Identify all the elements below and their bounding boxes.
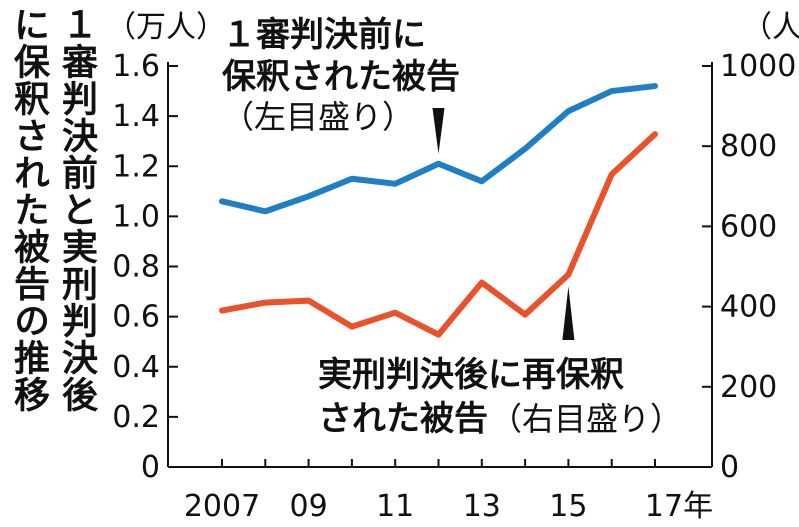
left-tick-label: 1.6 [112, 49, 160, 84]
data-point-series-2 [567, 274, 569, 276]
data-point-series-2 [394, 312, 396, 314]
left-tick-label: 0 [141, 450, 160, 485]
x-tick-label: 11 [376, 489, 414, 524]
chart-title-column-2: に保釈された被告の推移 [8, 6, 49, 413]
data-point-series-1 [308, 195, 310, 197]
series-2-axis-note: （右目盛り） [490, 400, 682, 438]
data-point-series-1 [524, 148, 526, 150]
data-point-series-1 [221, 200, 223, 202]
right-tick-label: 800 [720, 129, 777, 164]
data-point-series-2 [654, 133, 656, 135]
data-point-series-1 [394, 183, 396, 185]
data-point-series-2 [351, 326, 353, 328]
series-1-axis-note: （左目盛り） [222, 98, 414, 136]
series-2-label-line-1: 実刑判決後に再保釈 [318, 355, 624, 395]
series-1-label-line-2: 保釈された被告 [222, 57, 460, 97]
data-point-series-1 [611, 90, 613, 92]
left-tick-label: 1.2 [112, 149, 160, 184]
left-tick-label: 1.0 [112, 199, 160, 234]
data-point-series-1 [351, 178, 353, 180]
right-tick-label: 600 [720, 209, 777, 244]
series-1-label-line-1: １審判決前に [222, 15, 426, 55]
data-point-series-2 [438, 334, 439, 336]
right-tick-label: 1000 [720, 49, 796, 84]
right-tick-label: 0 [720, 450, 739, 485]
series-1-pointer-arrow [432, 108, 445, 154]
left-tick-label: 0.6 [112, 300, 160, 335]
data-point-series-2 [221, 310, 223, 312]
x-tick-label: 09 [290, 489, 328, 524]
data-point-series-2 [481, 282, 483, 284]
left-tick-label: 0.2 [112, 400, 160, 435]
data-point-series-2 [611, 173, 613, 175]
x-tick-label: 2007 [184, 489, 260, 524]
right-tick-label: 200 [720, 370, 777, 405]
x-tick-label: 17年 [645, 489, 713, 524]
data-point-series-1 [654, 85, 656, 87]
data-point-series-2 [264, 302, 266, 304]
left-tick-label: 0.4 [112, 350, 160, 385]
series-2-label-line-2: された被告 [318, 399, 488, 439]
series-2-pointer-arrow [562, 286, 575, 340]
chart-title-column-1: １審判決前と実刑判決後 [56, 6, 97, 413]
data-point-series-1 [264, 210, 266, 212]
right-tick-label: 400 [720, 290, 777, 325]
left-axis-unit: （万人） [106, 10, 226, 45]
left-tick-label: 1.4 [112, 99, 160, 134]
data-point-series-1 [567, 110, 569, 112]
data-point-series-2 [308, 300, 310, 302]
data-point-series-1 [481, 180, 483, 182]
data-point-series-2 [524, 314, 526, 316]
right-axis-unit: （人） [742, 10, 799, 45]
x-tick-label: 15 [549, 489, 587, 524]
left-tick-label: 0.8 [112, 250, 160, 285]
data-point-series-1 [438, 163, 439, 165]
x-tick-label: 13 [463, 489, 501, 524]
